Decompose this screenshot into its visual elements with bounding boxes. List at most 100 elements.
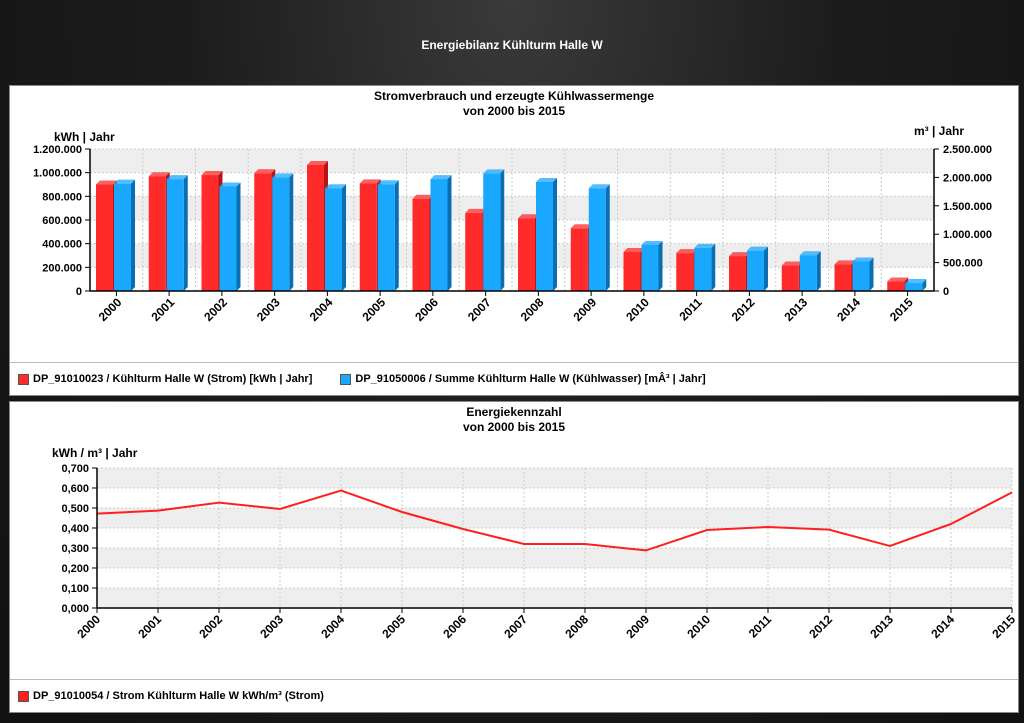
y-tick-label-right: 2.500.000 [943,144,992,156]
y-tick-label-right: 0 [943,286,949,298]
bar-kuehlwasser-front [166,179,184,291]
bar-strom-front [834,264,852,291]
x-tick-label: 2015 [887,295,916,324]
bar-kuehlwasser-top [905,279,927,284]
x-tick-label: 2002 [196,612,225,641]
bar-kuehlwasser [219,182,241,291]
bar-strom [623,247,645,291]
legend-swatch-kennzahl [18,690,29,702]
legend-swatch-kuehlwasser [340,373,352,385]
bar-kuehlwasser-side [183,175,188,291]
bar-kuehlwasser [588,184,610,291]
bar-kuehlwasser-front [852,261,870,291]
x-tick-label: 2000 [74,612,103,641]
bar-kuehlwasser-front [905,283,923,291]
legend-item-strom[interactable]: DP_91010023 / Kühlturm Halle W (Strom) [… [18,373,312,385]
bar-strom-front [781,265,799,291]
bar-strom-front [729,256,746,291]
bar-kuehlwasser [905,279,927,291]
y-tick-label-left: 1.000.000 [33,168,82,180]
bar-strom-front [201,175,219,291]
x-tick-label: 2001 [135,612,164,641]
series-line-kennzahl [96,489,1013,552]
bar-kuehlwasser-top [747,246,768,251]
bar-kuehlwasser-side [605,184,610,291]
bar-kuehlwasser-side [816,251,821,291]
x-tick-label: 2013 [781,295,810,324]
bar-kuehlwasser-side [922,279,927,291]
bar-strom-top [518,214,539,219]
bar-strom-top [570,224,592,229]
x-tick-label: 2009 [623,612,652,641]
bar-strom-front [570,228,588,291]
y-tick-label-left: 1.200.000 [33,144,82,156]
bar-kuehlwasser-side [236,182,241,291]
bar-strom-front [887,281,905,291]
x-tick-label: 2010 [684,612,713,641]
bar-kuehlwasser-top [483,169,505,174]
x-tick-label: 2006 [440,612,469,641]
bar-strom [781,261,803,291]
bar-strom-front [359,183,377,291]
bar-strom-front [623,251,641,291]
bar-strom-top [148,172,170,177]
x-tick-label: 2010 [623,295,652,324]
bar-strom-front [676,253,694,291]
bar-kuehlwasser [799,251,821,291]
bar-strom-top [834,260,856,265]
grid-band [97,548,1012,568]
y-tick-label: 0,600 [61,483,89,495]
x-tick-label: 2003 [257,612,286,641]
y-axis-label: kWh / m³ | Jahr [52,446,138,460]
bar-kuehlwasser-front [694,247,712,291]
bar-kuehlwasser [430,175,452,291]
bar-strom-top [412,194,434,199]
chart-subtitle: von 2000 bis 2015 [463,104,565,118]
legend-item-kennzahl[interactable]: DP_91010054 / Strom Kühlturm Halle W kWh… [18,690,324,702]
bar-kuehlwasser-front [641,244,659,291]
bar-kuehlwasser [114,179,135,291]
bar-kuehlwasser-top [166,175,188,180]
bar-kuehlwasser-side [869,257,874,291]
x-tick-label: 2004 [318,612,347,641]
bar-kuehlwasser-top [272,173,294,178]
x-tick-label: 2007 [501,612,530,641]
bar-kuehlwasser-top [641,240,663,245]
bar-kuehlwasser-side [500,169,505,291]
bar-kuehlwasser-top [430,175,452,180]
bar-strom [834,260,856,291]
chart-title: Stromverbrauch und erzeugte Kühlwasserme… [374,89,654,103]
bar-strom [359,179,381,291]
bar-strom-top [781,261,803,266]
bar-kuehlwasser-front [536,181,553,291]
x-tick-label: 2004 [307,295,336,324]
x-tick-label: 2011 [676,295,705,324]
bar-kuehlwasser-side [711,243,716,291]
bar-strom-top [201,171,223,176]
x-tick-label: 2003 [254,295,283,324]
bar-strom [570,224,592,291]
x-tick-label: 2014 [834,295,863,324]
bar-chart-legend: DP_91010023 / Kühlturm Halle W (Strom) [… [10,362,1018,395]
bar-strom-front [465,212,483,291]
grid-band [97,508,1012,528]
bar-kuehlwasser-side [553,177,557,291]
bar-kuehlwasser-side [289,173,294,291]
legend-item-kuehlwasser[interactable]: DP_91050006 / Summe Kühlturm Halle W (Kü… [340,373,706,385]
y-tick-label: 0,500 [61,503,89,515]
bar-strom-top [887,277,909,282]
bar-strom-top [676,249,698,254]
bar-strom [518,214,539,291]
bar-kuehlwasser-top [588,184,610,189]
bar-strom-front [412,198,430,291]
bar-strom [148,172,170,291]
bar-strom [307,160,328,291]
bar-strom-front [96,184,113,291]
chart-subtitle: von 2000 bis 2015 [463,420,565,434]
bar-kuehlwasser-side [342,184,346,291]
bar-strom-front [148,176,166,291]
bar-strom-top [96,180,117,185]
bar-kuehlwasser [852,257,874,291]
legend-label-kuehlwasser: DP_91050006 / Summe Kühlturm Halle W (Kü… [355,373,706,385]
bar-strom-front [518,218,535,291]
